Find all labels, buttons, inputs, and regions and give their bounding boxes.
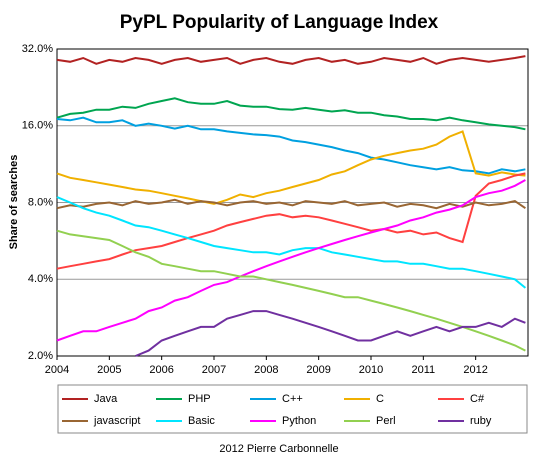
series-line xyxy=(135,310,526,357)
legend-label: javascript xyxy=(93,415,140,427)
series-line xyxy=(56,130,526,205)
x-tick-label: 2008 xyxy=(254,364,278,376)
x-tick-label: 2011 xyxy=(412,364,436,376)
series-line xyxy=(56,179,526,342)
legend-label: Python xyxy=(282,415,316,427)
series-line xyxy=(56,196,527,289)
y-tick-label: 32.0% xyxy=(22,43,53,55)
legend-label: PHP xyxy=(188,393,211,405)
x-tick-label: 2007 xyxy=(202,364,226,376)
x-tick-label: 2009 xyxy=(306,364,330,376)
series-line xyxy=(56,229,526,352)
legend-label: C xyxy=(376,393,384,405)
series-line xyxy=(56,97,526,131)
series-line xyxy=(56,198,526,210)
y-tick-label: 8.0% xyxy=(28,196,53,208)
x-tick-label: 2012 xyxy=(463,364,487,376)
y-tick-label: 16.0% xyxy=(22,120,53,132)
x-tick-label: 2004 xyxy=(45,364,69,376)
y-axis-label: Share of searches xyxy=(8,155,20,250)
chart-title: PyPL Popularity of Language Index xyxy=(120,12,439,33)
y-tick-label: 2.0% xyxy=(28,350,53,362)
credit: 2012 Pierre Carbonnelle xyxy=(219,443,338,455)
legend-label: ruby xyxy=(470,415,492,427)
legend-box xyxy=(57,384,528,434)
legend-label: C++ xyxy=(282,393,303,405)
y-tick-label: 4.0% xyxy=(28,273,53,285)
plot-frame xyxy=(56,48,529,357)
series-line xyxy=(56,55,526,65)
x-tick-label: 2005 xyxy=(97,364,121,376)
legend-label: Basic xyxy=(188,415,215,427)
legend-label: C# xyxy=(470,393,485,405)
series-line xyxy=(56,172,526,270)
legend-label: Perl xyxy=(376,415,396,427)
legend-label: Java xyxy=(94,393,118,405)
x-tick-label: 2006 xyxy=(149,364,173,376)
series-line xyxy=(56,116,526,175)
x-tick-label: 2010 xyxy=(359,364,383,376)
